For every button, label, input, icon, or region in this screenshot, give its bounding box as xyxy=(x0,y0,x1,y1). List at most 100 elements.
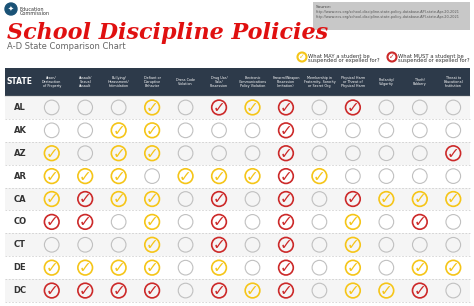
Text: ✦: ✦ xyxy=(8,6,14,12)
Text: ✓: ✓ xyxy=(346,192,359,207)
FancyBboxPatch shape xyxy=(313,2,470,30)
Text: ✓: ✓ xyxy=(280,260,292,275)
Text: Commission: Commission xyxy=(20,11,50,16)
Text: ✓: ✓ xyxy=(213,215,226,230)
Text: ✓: ✓ xyxy=(346,237,359,252)
Text: ✓: ✓ xyxy=(46,146,58,161)
Text: ✓: ✓ xyxy=(46,169,58,184)
FancyBboxPatch shape xyxy=(5,211,470,233)
FancyBboxPatch shape xyxy=(5,233,470,256)
Text: ✓: ✓ xyxy=(112,192,125,207)
Text: CA: CA xyxy=(14,195,27,203)
Text: ✓: ✓ xyxy=(346,260,359,275)
Text: ✓: ✓ xyxy=(246,100,259,115)
Text: ✓: ✓ xyxy=(280,169,292,184)
Text: Bullying/
Harassment/
Intimidation: Bullying/ Harassment/ Intimidation xyxy=(108,76,129,88)
Text: http://www.ecs.org/school-discipline-state-policy-database-API-state-Apr-20-2021: http://www.ecs.org/school-discipline-sta… xyxy=(316,15,460,19)
Text: AL: AL xyxy=(14,103,26,112)
FancyBboxPatch shape xyxy=(5,68,470,96)
Text: suspended or expelled for?: suspended or expelled for? xyxy=(308,58,380,63)
Text: ✓: ✓ xyxy=(413,260,426,275)
Text: What MAY a student be: What MAY a student be xyxy=(308,54,370,59)
Text: suspended or expelled for?: suspended or expelled for? xyxy=(398,58,470,63)
Text: ✓: ✓ xyxy=(79,192,91,207)
Text: ✓: ✓ xyxy=(79,169,91,184)
FancyBboxPatch shape xyxy=(5,279,470,302)
Text: ✓: ✓ xyxy=(112,169,125,184)
Text: ✓: ✓ xyxy=(213,260,226,275)
Text: ✓: ✓ xyxy=(213,169,226,184)
Text: School Discipline Policies: School Discipline Policies xyxy=(7,22,328,44)
Text: Theft/
Robbery: Theft/ Robbery xyxy=(413,78,427,86)
Text: AR: AR xyxy=(13,172,27,181)
Text: ✓: ✓ xyxy=(280,215,292,230)
Text: DC: DC xyxy=(13,286,27,295)
Text: ✓: ✓ xyxy=(213,192,226,207)
Text: CO: CO xyxy=(13,217,27,226)
Text: ✓: ✓ xyxy=(447,146,460,161)
Text: ✓: ✓ xyxy=(346,215,359,230)
FancyBboxPatch shape xyxy=(5,119,470,142)
Text: ✓: ✓ xyxy=(447,192,460,207)
Text: Firearm/Weapon
Possession
(Imitation): Firearm/Weapon Possession (Imitation) xyxy=(272,76,300,88)
Text: ✓: ✓ xyxy=(146,100,158,115)
Text: ✓: ✓ xyxy=(46,283,58,298)
Text: Membership in
Fraternity, Sorority
or Secret Org: Membership in Fraternity, Sorority or Se… xyxy=(303,76,335,88)
Text: ✓: ✓ xyxy=(299,54,305,60)
Text: ✓: ✓ xyxy=(246,169,259,184)
Text: ✓: ✓ xyxy=(146,283,158,298)
Text: ✓: ✓ xyxy=(280,192,292,207)
Text: ✓: ✓ xyxy=(112,123,125,138)
Text: Physical Harm
or Threat of
Physical Harm: Physical Harm or Threat of Physical Harm xyxy=(341,76,365,88)
Text: ✓: ✓ xyxy=(447,260,460,275)
FancyBboxPatch shape xyxy=(5,96,470,119)
Text: ✓: ✓ xyxy=(280,100,292,115)
Text: CT: CT xyxy=(14,240,26,249)
Text: Drug Use/
Sale/
Possession: Drug Use/ Sale/ Possession xyxy=(210,76,228,88)
Text: ✓: ✓ xyxy=(146,237,158,252)
Text: ✓: ✓ xyxy=(179,169,192,184)
Text: ✓: ✓ xyxy=(413,192,426,207)
Text: ✓: ✓ xyxy=(380,283,393,298)
Text: A-D State Comparison Chart: A-D State Comparison Chart xyxy=(7,42,126,51)
FancyBboxPatch shape xyxy=(5,256,470,279)
Text: ✓: ✓ xyxy=(280,237,292,252)
Text: ✓: ✓ xyxy=(79,215,91,230)
Text: Arson/
Destruction
of Property: Arson/ Destruction of Property xyxy=(42,76,62,88)
Text: What MUST a student be: What MUST a student be xyxy=(398,54,464,59)
Text: ✓: ✓ xyxy=(280,146,292,161)
Text: AZ: AZ xyxy=(14,149,27,158)
Text: Education: Education xyxy=(20,7,45,12)
Text: ✓: ✓ xyxy=(146,260,158,275)
Text: http://www.ecs.org/school-discipline-state-policy-database-API-state-Apr-20-2021: http://www.ecs.org/school-discipline-sta… xyxy=(316,10,460,14)
Circle shape xyxy=(5,3,17,15)
Text: ✓: ✓ xyxy=(313,169,326,184)
FancyBboxPatch shape xyxy=(5,142,470,165)
Text: Source:: Source: xyxy=(316,5,332,9)
Text: Defiant or
Disruptive
Behavior: Defiant or Disruptive Behavior xyxy=(144,76,161,88)
Text: ✓: ✓ xyxy=(46,192,58,207)
Text: ✓: ✓ xyxy=(380,192,393,207)
Text: ✓: ✓ xyxy=(213,100,226,115)
Text: ✓: ✓ xyxy=(280,283,292,298)
Text: ✓: ✓ xyxy=(112,260,125,275)
Text: ✓: ✓ xyxy=(46,215,58,230)
Text: ✓: ✓ xyxy=(246,283,259,298)
Text: ✓: ✓ xyxy=(79,260,91,275)
Text: ✓: ✓ xyxy=(146,123,158,138)
Text: Dress Code
Violation: Dress Code Violation xyxy=(176,78,195,86)
Text: Profanity/
Vulgarity: Profanity/ Vulgarity xyxy=(378,78,394,86)
Text: ✓: ✓ xyxy=(213,283,226,298)
Text: Electronic
Communications
Policy Violation: Electronic Communications Policy Violati… xyxy=(238,76,266,88)
Text: ✓: ✓ xyxy=(346,283,359,298)
Text: ✓: ✓ xyxy=(79,283,91,298)
Text: STATE: STATE xyxy=(7,77,33,87)
Text: ✓: ✓ xyxy=(346,100,359,115)
Text: ✓: ✓ xyxy=(146,215,158,230)
Text: ✓: ✓ xyxy=(413,283,426,298)
Text: ✓: ✓ xyxy=(213,237,226,252)
Text: ✓: ✓ xyxy=(280,123,292,138)
Text: AK: AK xyxy=(14,126,27,135)
Text: Assault/
Sexual
Assault: Assault/ Sexual Assault xyxy=(79,76,92,88)
Text: Threat to
Educational
Institution: Threat to Educational Institution xyxy=(444,76,463,88)
